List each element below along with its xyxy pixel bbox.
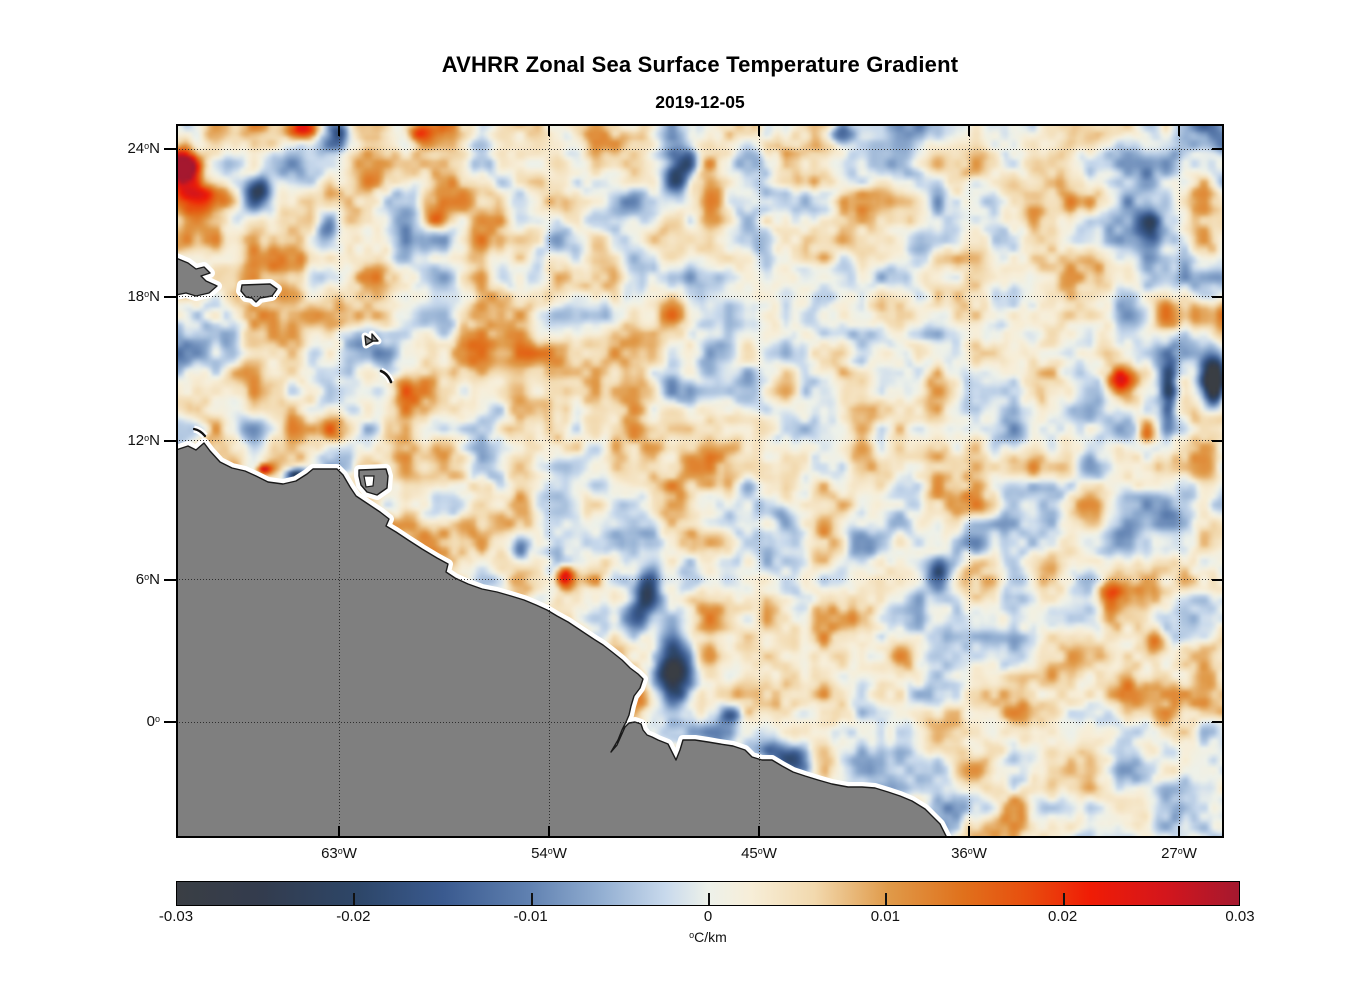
gridline-lat (176, 296, 1224, 297)
top-axis-tick (548, 126, 550, 136)
bottom-axis-tick (338, 826, 340, 836)
chart-date-subtitle: 2019-12-05 (655, 92, 745, 112)
gridline-lon (548, 124, 550, 838)
bottom-axis-tick (758, 826, 760, 836)
colorbar-tick-label: 0.01 (870, 908, 900, 925)
y-tick-label: 24oN (127, 140, 160, 157)
left-axis-tick (164, 148, 176, 150)
x-tick-label: 63oW (321, 845, 357, 862)
bottom-axis-tick (548, 826, 550, 836)
colorbar-tick-label: -0.01 (513, 908, 548, 925)
colorbar (176, 881, 1240, 906)
x-tick-label: 27oW (1161, 845, 1197, 862)
right-axis-tick (1212, 721, 1222, 723)
left-axis-tick (164, 721, 176, 723)
x-tick-label: 54oW (531, 845, 567, 862)
colorbar-tick-label: -0.03 (158, 908, 194, 925)
map-plot-area (176, 124, 1224, 838)
y-tick-label: 18oN (127, 287, 160, 305)
island-hispaniola (176, 257, 218, 297)
gridline-lon (968, 124, 970, 838)
y-tick-label: 0o (146, 713, 160, 730)
island-martinique (379, 369, 393, 384)
bottom-axis-tick (1178, 826, 1180, 836)
gridline-lat (176, 440, 1224, 441)
y-tick-label: 6oN (135, 570, 160, 588)
colorbar-tick (353, 893, 356, 905)
island-puerto-rico (240, 283, 278, 303)
right-axis-tick (1212, 439, 1222, 442)
degree-symbol: o (689, 930, 695, 940)
right-axis-tick (1212, 578, 1222, 581)
left-axis-tick (164, 439, 176, 442)
right-axis-tick (1212, 148, 1222, 150)
gridline-lat (176, 579, 1224, 580)
top-axis-tick (1178, 126, 1180, 136)
colorbar-tick (708, 893, 710, 905)
top-axis-tick (338, 126, 340, 136)
units-text: C/km (694, 929, 727, 945)
right-axis-tick (1212, 295, 1222, 298)
gridline-lon (1178, 124, 1180, 838)
gridline-lat (176, 721, 1224, 723)
top-axis-tick (968, 126, 970, 136)
land-south-america (176, 442, 948, 838)
bottom-axis-tick (968, 826, 970, 836)
x-tick-label: 45oW (741, 845, 777, 862)
colorbar-tick (1062, 893, 1065, 905)
colorbar-tick-label: -0.02 (336, 908, 371, 925)
colorbar-tick-label: 0 (703, 908, 713, 925)
left-axis-tick (164, 578, 176, 581)
island-curacao (192, 427, 207, 438)
land-overlay (176, 252, 952, 838)
colorbar-tick-label: 0.02 (1048, 908, 1078, 925)
colorbar-units-label: oC/km (176, 929, 1240, 945)
y-tick-label: 12oN (127, 431, 160, 449)
colorbar-tick (885, 893, 888, 905)
gridline-lon (338, 124, 340, 838)
trinidad-inner-gulf (363, 475, 375, 488)
island-guadeloupe (364, 333, 379, 346)
left-axis-tick (164, 295, 176, 298)
gridline-lon (758, 124, 760, 838)
x-tick-label: 36oW (951, 845, 987, 862)
gridline-lat (176, 148, 1224, 150)
top-axis-tick (758, 126, 760, 136)
chart-title: AVHRR Zonal Sea Surface Temperature Grad… (441, 52, 959, 77)
colorbar-tick (530, 893, 533, 905)
colorbar-tick-label: 0.03 (1225, 908, 1255, 925)
